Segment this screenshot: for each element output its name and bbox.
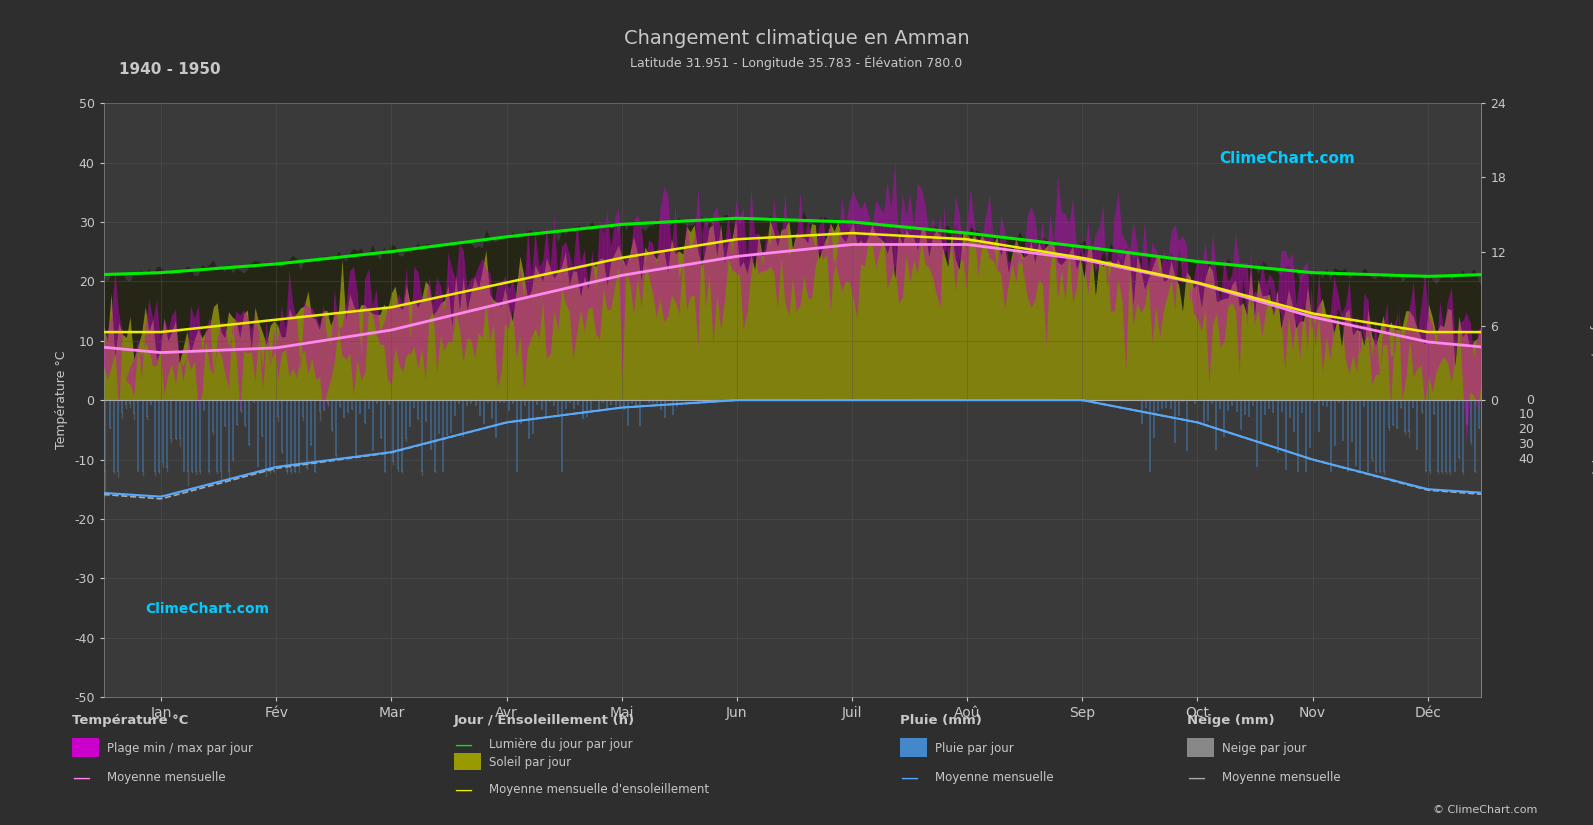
Text: Changement climatique en Amman: Changement climatique en Amman xyxy=(624,29,969,48)
Text: Température °C: Température °C xyxy=(72,714,188,727)
Text: Pluie par jour: Pluie par jour xyxy=(935,742,1013,755)
Text: © ClimeChart.com: © ClimeChart.com xyxy=(1432,805,1537,815)
Text: Plage min / max par jour: Plage min / max par jour xyxy=(107,742,253,755)
Text: Moyenne mensuelle d'ensoleillement: Moyenne mensuelle d'ensoleillement xyxy=(489,783,709,796)
Text: ClimeChart.com: ClimeChart.com xyxy=(1220,151,1356,166)
Text: Neige (mm): Neige (mm) xyxy=(1187,714,1274,727)
Text: 1940 - 1950: 1940 - 1950 xyxy=(119,62,221,77)
Y-axis label: Température °C: Température °C xyxy=(56,351,68,450)
Text: 10: 10 xyxy=(1518,408,1534,422)
Text: Jour / Ensoleillement (h): Jour / Ensoleillement (h) xyxy=(454,714,636,727)
Text: —: — xyxy=(454,780,472,799)
Text: ClimeChart.com: ClimeChart.com xyxy=(145,602,269,616)
Text: Lumière du jour par jour: Lumière du jour par jour xyxy=(489,738,632,752)
Text: 30: 30 xyxy=(1518,438,1534,451)
Text: —: — xyxy=(900,769,918,787)
Text: 40: 40 xyxy=(1518,453,1534,466)
Text: —: — xyxy=(1187,769,1204,787)
Text: Moyenne mensuelle: Moyenne mensuelle xyxy=(935,771,1053,785)
Text: Soleil par jour: Soleil par jour xyxy=(489,756,572,769)
Text: Neige par jour: Neige par jour xyxy=(1222,742,1306,755)
Text: Moyenne mensuelle: Moyenne mensuelle xyxy=(107,771,225,785)
Text: Pluie (mm): Pluie (mm) xyxy=(900,714,981,727)
Text: —: — xyxy=(72,769,89,787)
Text: —: — xyxy=(454,736,472,754)
Text: 20: 20 xyxy=(1518,423,1534,436)
Text: Latitude 31.951 - Longitude 35.783 - Élévation 780.0: Latitude 31.951 - Longitude 35.783 - Élé… xyxy=(631,55,962,70)
Text: 0: 0 xyxy=(1526,394,1534,407)
Y-axis label: Jour / Ensoleillement (h): Jour / Ensoleillement (h) xyxy=(1590,325,1593,475)
Text: Moyenne mensuelle: Moyenne mensuelle xyxy=(1222,771,1340,785)
